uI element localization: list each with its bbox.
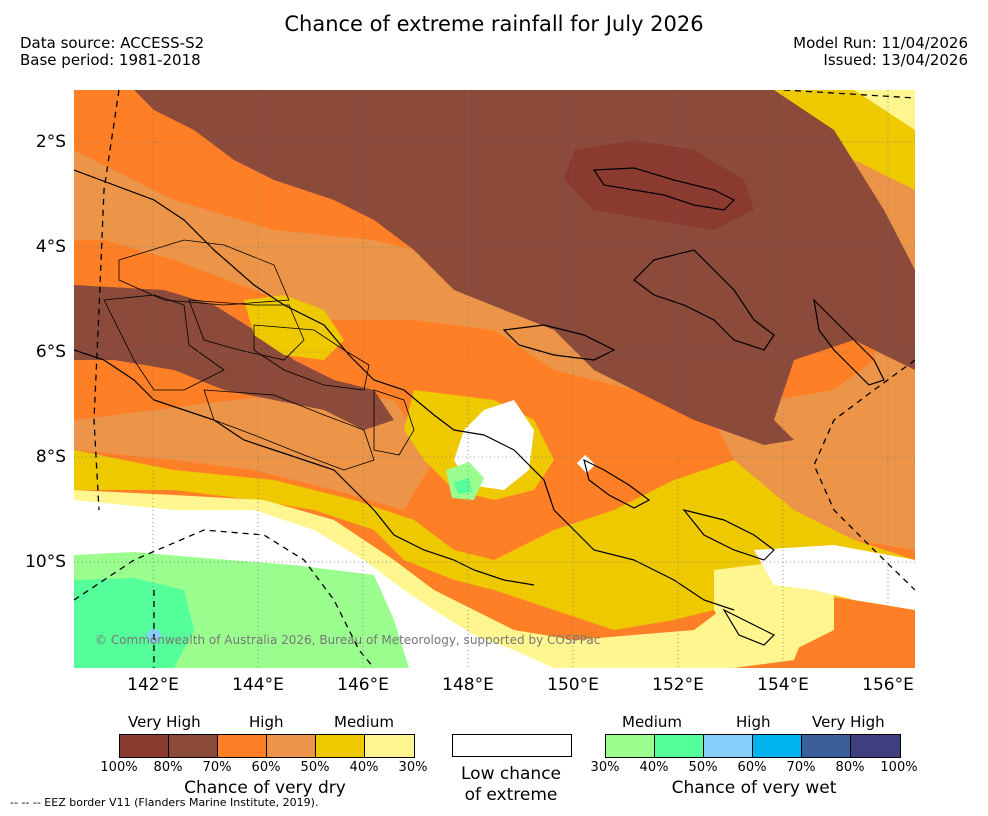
swatch-wet-70-80 <box>802 735 851 757</box>
legend-wet-pct: 40% <box>639 760 669 775</box>
legend-low-caption: Low chance of extreme <box>440 764 582 806</box>
legend-dry-pct: 50% <box>300 760 330 775</box>
zone-very-high-dry-west <box>74 285 394 430</box>
legend-wet-caption: Chance of very wet <box>671 778 837 798</box>
legend-wet-pct: 60% <box>737 760 767 775</box>
run-info: Model Run: 11/04/2026 Issued: 13/04/2026 <box>793 35 968 69</box>
zone-medium-dry-south <box>74 450 915 630</box>
legend-dry-medium: Medium <box>334 713 394 731</box>
legend-dry-pct: 80% <box>153 760 183 775</box>
legend-wet-pct: 50% <box>688 760 718 775</box>
issued-date: Issued: 13/04/2026 <box>823 51 968 69</box>
lon-label-146e: 146°E <box>337 675 389 695</box>
swatch-dry-80-70 <box>169 735 218 757</box>
legend-dry-pct: 30% <box>398 760 428 775</box>
copyright-notice: © Commonwealth of Australia 2026, Bureau… <box>95 633 601 647</box>
legend-wet-pct: 70% <box>786 760 816 775</box>
legend-dry-pct: 60% <box>251 760 281 775</box>
swatch-wet-30-40 <box>606 735 655 757</box>
province-borders <box>103 239 415 471</box>
source-info: Data source: ACCESS-S2 Base period: 1981… <box>20 35 204 69</box>
model-run: Model Run: 11/04/2026 <box>793 34 968 52</box>
zone-low-chance-dot <box>576 454 596 474</box>
legend-low-line2: of extreme <box>464 785 558 805</box>
lat-label-2s: 2°S <box>35 132 66 152</box>
swatch-dry-70-60 <box>218 735 267 757</box>
lat-label-6s: 6°S <box>35 342 66 362</box>
base-period: Base period: 1981-2018 <box>20 51 201 69</box>
lon-label-156e: 156°E <box>862 675 914 695</box>
swatch-low-chance <box>452 734 572 757</box>
coastlines <box>74 167 885 646</box>
legend-dry-pct: 70% <box>202 760 232 775</box>
legend-dry-swatches <box>119 734 415 758</box>
swatch-dry-100-80 <box>120 735 169 757</box>
legend-wet-pct: 80% <box>835 760 865 775</box>
data-source: Data source: ACCESS-S2 <box>20 34 205 52</box>
legend-low-line1: Low chance <box>461 764 561 784</box>
rainfall-map[interactable] <box>74 90 915 668</box>
legend-wet-high: High <box>736 713 771 731</box>
eez-borders <box>74 90 915 668</box>
legend-dry-high: High <box>249 713 284 731</box>
legend-wet-pct: 100% <box>880 760 918 775</box>
legend-dry-caption: Chance of very dry <box>184 778 346 798</box>
lat-label-8s: 8°S <box>35 447 66 467</box>
legend-wet-pct: 30% <box>590 760 620 775</box>
swatch-wet-40-50 <box>655 735 704 757</box>
zone-low-chance-east <box>754 545 915 610</box>
zone-wet-medium-center-2 <box>454 478 472 494</box>
lon-label-152e: 152°E <box>652 675 704 695</box>
legend-dry-very-high: Very High <box>128 713 201 731</box>
swatch-wet-50-60 <box>704 735 753 757</box>
swatch-wet-80-100 <box>851 735 900 757</box>
legend-wet-very-high: Very High <box>812 713 885 731</box>
zone-wet-medium <box>74 578 194 668</box>
legend-dry-pct: 40% <box>349 760 379 775</box>
lon-label-154e: 154°E <box>757 675 809 695</box>
lat-label-4s: 4°S <box>35 237 66 257</box>
zone-medium-dry-small <box>244 295 344 360</box>
lon-label-148e: 148°E <box>442 675 494 695</box>
lon-label-150e: 150°E <box>547 675 599 695</box>
legend-wet-swatches <box>605 734 901 758</box>
legend-wet-medium: Medium <box>622 713 682 731</box>
eez-footnote: -- -- -- EEZ border V11 (Flanders Marine… <box>10 796 319 809</box>
swatch-wet-60-70 <box>753 735 802 757</box>
swatch-dry-60-50 <box>267 735 316 757</box>
lat-label-10s: 10°S <box>25 552 66 572</box>
swatch-dry-50-40 <box>316 735 365 757</box>
zone-high-dry-light-2 <box>714 150 915 550</box>
lon-label-144e: 144°E <box>232 675 284 695</box>
swatch-dry-40-30 <box>365 735 414 757</box>
chart-title: Chance of extreme rainfall for July 2026 <box>284 12 704 36</box>
lat-lon-grid <box>74 90 915 668</box>
lon-label-142e: 142°E <box>127 675 179 695</box>
legend-dry-pct: 100% <box>100 760 138 775</box>
